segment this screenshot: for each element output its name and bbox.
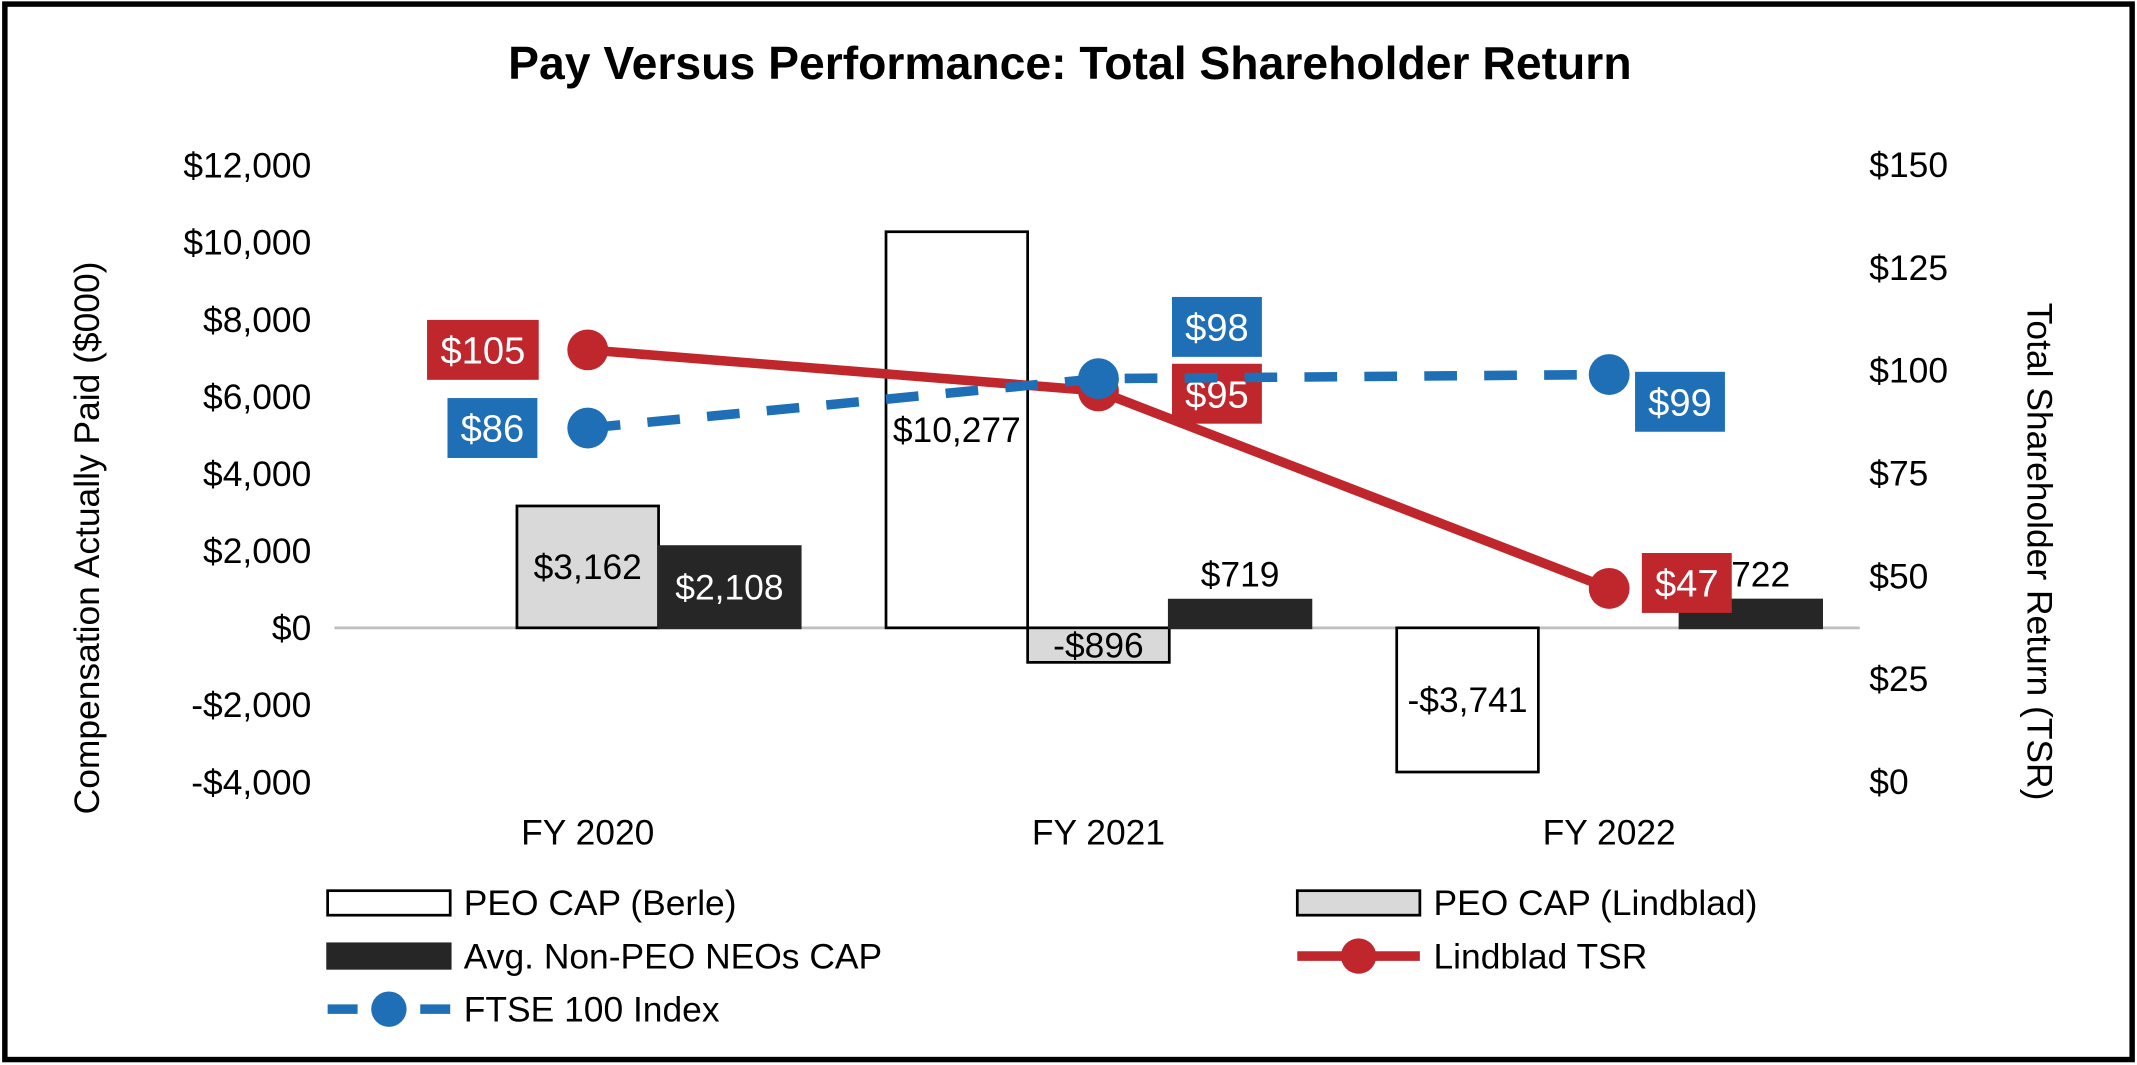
right-axis-tick-label: $125 — [1869, 248, 1948, 288]
category-label: FY 2021 — [1032, 812, 1165, 852]
legend-label: Avg. Non-PEO NEOs CAP — [464, 936, 882, 976]
left-axis-tick-label: $8,000 — [203, 300, 311, 340]
right-axis-tick-label: $100 — [1869, 351, 1948, 391]
bar — [1395, 626, 1540, 774]
right-axis-tick-label: $0 — [1869, 762, 1908, 802]
line-data-label-box — [447, 398, 538, 458]
line-data-label: $47 — [1655, 563, 1719, 606]
legend-swatch — [1295, 889, 1422, 917]
left-axis-tick-label: $6,000 — [203, 377, 311, 417]
line-data-label: $98 — [1185, 307, 1249, 350]
bar-data-label: -$3,741 — [1408, 680, 1528, 720]
legend-label: FTSE 100 Index — [464, 989, 720, 1029]
bar-data-label: $3,162 — [534, 547, 642, 587]
left-axis-tick-label: $0 — [272, 608, 311, 648]
legend-marker — [371, 991, 407, 1027]
line-marker — [567, 329, 609, 371]
right-axis-tick-label: $25 — [1869, 659, 1928, 699]
legend-label: Lindblad TSR — [1433, 936, 1647, 976]
legend-label: PEO CAP (Berle) — [464, 883, 737, 923]
legend-swatch — [326, 889, 452, 917]
category-label: FY 2022 — [1543, 812, 1676, 852]
line-data-label: $105 — [440, 329, 525, 372]
bar-data-label: $719 — [1201, 555, 1280, 595]
bar — [1026, 626, 1171, 664]
bar — [1167, 598, 1313, 630]
line-marker — [1588, 567, 1630, 609]
right-axis-tick-label: $75 — [1869, 454, 1928, 494]
legend-swatch — [326, 942, 452, 970]
bar-data-label: $10,277 — [893, 410, 1021, 450]
line-data-label-box — [1172, 296, 1262, 357]
right-axis-tick-label: $150 — [1869, 145, 1948, 185]
legend-label: PEO CAP (Lindblad) — [1433, 883, 1757, 923]
left-axis-tick-label: $2,000 — [203, 531, 311, 571]
category-label: FY 2020 — [521, 812, 654, 852]
bar-data-label: $2,108 — [675, 567, 783, 607]
ftse-line — [587, 369, 1610, 433]
line-marker — [1078, 358, 1119, 400]
line-data-label: $86 — [461, 408, 525, 451]
line-data-label-box — [1641, 553, 1732, 613]
bar-data-label: -$896 — [1053, 625, 1144, 665]
left-axis-title: Compensation Actually Paid ($000) — [67, 262, 107, 815]
left-axis-tick-label: $12,000 — [183, 146, 311, 186]
line-data-label-box — [427, 319, 539, 380]
line-marker — [1588, 354, 1630, 395]
right-axis-tick-label: $50 — [1869, 556, 1928, 596]
legend-marker — [1340, 938, 1377, 974]
bar — [515, 504, 660, 630]
line-data-label-box — [1635, 371, 1725, 432]
left-axis-tick-label: -$2,000 — [191, 685, 311, 725]
chart-title: Pay Versus Performance: Total Shareholde… — [508, 37, 1632, 89]
left-axis-tick-label: $4,000 — [203, 454, 311, 494]
right-axis-title: Total Shareholder Return (TSR) — [2019, 303, 2059, 801]
bar — [884, 230, 1030, 630]
left-axis-tick-label: -$4,000 — [191, 762, 311, 802]
line-data-label: $99 — [1648, 381, 1712, 424]
bar — [657, 545, 802, 630]
line-marker — [567, 407, 609, 449]
left-axis-tick-label: $10,000 — [183, 223, 311, 263]
